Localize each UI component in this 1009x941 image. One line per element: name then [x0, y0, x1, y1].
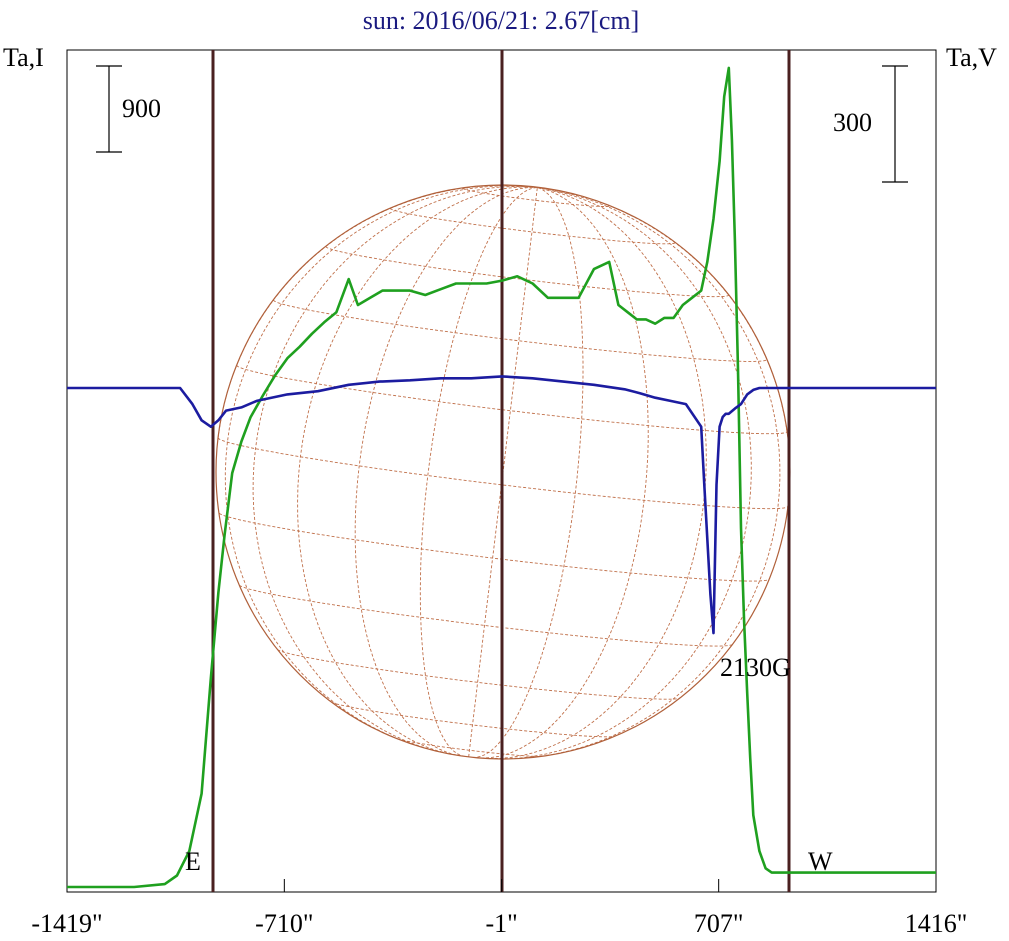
x-axis-ticks: -1419" -710" -1" 707" 1416" — [31, 879, 967, 938]
right-scale-bar — [882, 65, 908, 183]
meridian-line — [494, 186, 752, 759]
parallel-line — [397, 738, 542, 757]
meridian-line — [476, 186, 649, 759]
meridian-line — [419, 186, 538, 757]
right-scale-value: 300 — [833, 108, 872, 137]
parallel-line — [272, 299, 768, 362]
meridian-line — [224, 185, 538, 745]
x-tick-label: -710" — [255, 909, 313, 938]
x-tick-label: 707" — [694, 909, 744, 938]
meridian-line — [526, 186, 781, 759]
x-tick-label: -1419" — [31, 909, 102, 938]
meridian-line — [297, 186, 538, 754]
meridian-line — [354, 186, 538, 757]
x-tick-label: -1" — [486, 909, 518, 938]
parallel-line — [331, 701, 615, 738]
parallel-line — [325, 246, 730, 298]
left-scale-bar — [96, 65, 122, 153]
left-scale-value: 900 — [122, 94, 161, 123]
meridian-line — [489, 186, 707, 759]
meridian-line — [472, 186, 584, 758]
x-tick-label: 1416" — [905, 909, 968, 938]
parallel-line — [217, 437, 789, 510]
parallel-line — [389, 208, 676, 245]
parallel-line — [277, 649, 681, 700]
series-intensity-line — [67, 66, 936, 889]
chart-title: sun: 2016/06/21: 2.67[cm] — [363, 6, 640, 35]
parallel-line — [218, 512, 770, 582]
east-marker: E — [185, 847, 201, 876]
y-right-label: Ta,V — [946, 43, 997, 72]
series-polarization-line — [67, 375, 936, 635]
y-left-label: Ta,I — [3, 43, 44, 72]
parallel-line — [462, 187, 611, 207]
west-marker: W — [808, 847, 833, 876]
active-region-annotation: 2130G — [720, 653, 791, 682]
meridian-line — [252, 186, 538, 754]
